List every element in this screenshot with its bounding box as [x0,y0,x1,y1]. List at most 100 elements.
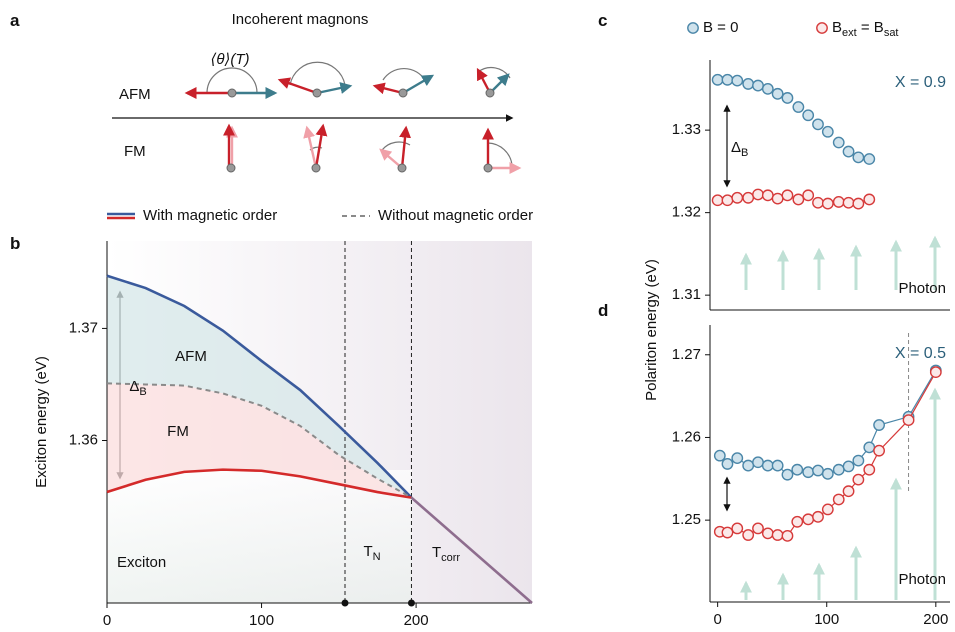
legend-swatch [816,22,828,34]
region-fill [107,383,412,498]
y-tick-label: 1.27 [672,346,701,363]
row-label: AFM [119,86,151,103]
x-tick-label: 100 [249,612,274,629]
series-line [106,468,412,499]
data-point [812,510,824,523]
data-point [761,82,774,95]
y-axis-label: Polariton energy (eV) [643,259,660,401]
data-point [863,153,876,165]
y-tick-label: 1.31 [672,286,701,303]
data-point [821,503,834,516]
panel-a-title: Incoherent magnons [232,11,369,28]
y-tick-label: 1.25 [672,511,701,528]
data-point [761,189,774,202]
data-point [873,419,885,431]
data-point [821,467,834,480]
data-point [771,87,784,100]
data-point [781,529,794,542]
data-point [781,468,794,481]
legend-label: With magnetic order [143,207,277,224]
data-point [842,460,855,473]
data-point [852,454,865,467]
data-point [873,444,885,457]
data-point [761,527,774,540]
y-axis-label: Exciton energy (eV) [33,356,50,488]
series-line [410,496,533,604]
data-point [721,194,734,207]
data-point [721,73,734,86]
data-point [852,151,865,164]
data-point [711,194,724,207]
annotation: Tcorr [432,544,460,564]
data-point [731,522,744,535]
data-point [802,466,815,479]
data-point [852,473,865,486]
data-point [812,196,824,209]
data-point [791,463,804,476]
data-point [821,125,834,138]
data-point [781,189,794,202]
x-tick-label: 0 [713,611,721,628]
data-point [711,73,724,86]
data-point [792,101,805,113]
data-point [742,529,755,541]
data-point [771,459,784,472]
data-point [731,74,744,87]
data-point [731,191,744,204]
data-point [791,515,804,528]
legend-label: Without magnetic order [378,207,533,224]
marker-dot [407,599,415,607]
data-point [812,118,824,131]
data-point [832,196,845,208]
data-point [742,78,755,90]
data-point [781,92,794,104]
chart-2: 1.25 1.26 1.27 0 100 200 Temperature (K) X = 0.… [672,325,950,632]
data-point [742,191,755,204]
panel-label: b [10,234,20,253]
data-point [713,449,726,462]
data-point [731,452,744,465]
data-point [832,493,845,506]
annotation: Exciton [117,554,166,571]
data-point [863,193,876,206]
x-axis-label: Temperature (K) [776,631,884,632]
data-point [802,513,815,526]
data-point [929,366,942,379]
region-fill [107,275,412,498]
data-point [842,145,855,158]
y-tick-label: 1.32 [672,204,701,221]
data-point [821,197,834,210]
annotation: ΔB [731,139,748,159]
afm-spins [184,61,511,99]
chart-1: 1.31 1.32 1.33 Polariton energy (eV) X = 0.9… [643,19,950,401]
data-point [742,459,755,472]
panel-label: c [598,11,607,30]
annotation: Photon [898,571,946,588]
data-point [842,485,855,498]
data-point [752,79,764,92]
data-point [792,193,805,206]
annotation: X = 0.5 [895,345,946,362]
y-tick-label: 1.26 [672,428,701,445]
data-point [752,456,764,469]
data-point [752,522,764,535]
series-line [106,382,412,499]
angle-label: ⟨θ⟩(T) [211,51,250,68]
annotation: FM [167,423,189,440]
legend-swatch [687,22,699,34]
y-tick-label: 1.33 [672,121,701,138]
y-tick-label: 1.37 [69,319,98,336]
data-point [852,197,865,210]
annotation: AFM [175,348,207,365]
legend-label: B = 0 [703,19,738,36]
data-point [842,196,855,209]
x-tick-label: 100 [814,611,839,628]
plot-background [107,470,412,603]
annotation: ΔB [129,378,146,398]
data-point [721,526,734,539]
data-point [771,529,784,541]
row-label: FM [124,143,146,160]
annotation: TN [363,543,380,563]
data-point [812,464,824,477]
fm-spins [223,123,522,174]
